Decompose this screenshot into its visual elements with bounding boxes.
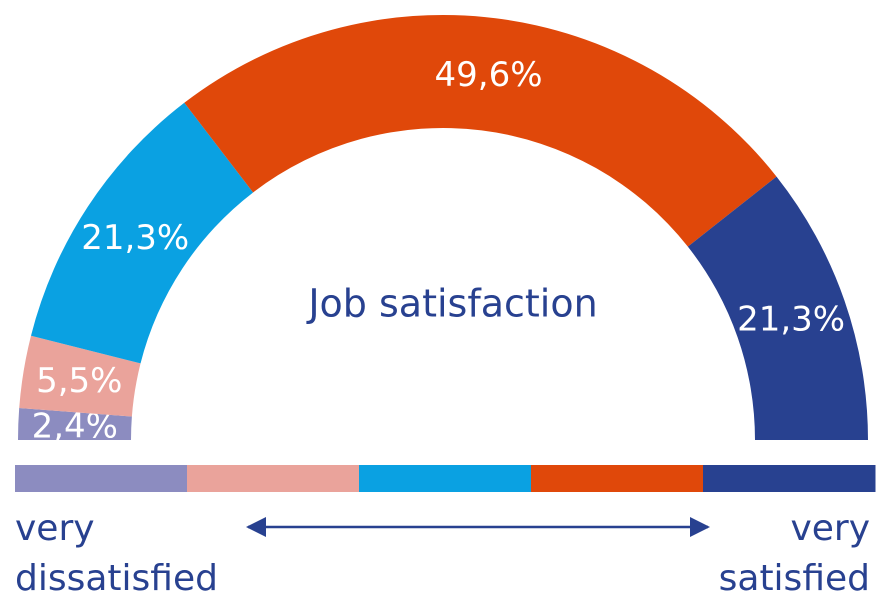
scale-segment [703, 465, 876, 492]
scale-segment [531, 465, 704, 492]
value-label: 21,3% [737, 300, 845, 340]
chart-title: Job satisfaction [306, 282, 597, 326]
segment [687, 176, 868, 440]
value-label: 5,5% [36, 361, 122, 401]
segment [19, 335, 141, 417]
value-label: 21,3% [81, 218, 189, 258]
segment [18, 408, 132, 440]
value-label: 49,6% [435, 55, 543, 95]
segment [184, 14, 777, 247]
segment [30, 102, 254, 364]
right-annotation: very [790, 508, 870, 549]
right-annotation: satisfied [719, 558, 870, 598]
scale-segment [187, 465, 360, 492]
left-annotation: dissatisfied [15, 558, 218, 598]
scale-segment [15, 465, 188, 492]
left-annotation: very [15, 508, 95, 549]
scale-segment [359, 465, 532, 492]
